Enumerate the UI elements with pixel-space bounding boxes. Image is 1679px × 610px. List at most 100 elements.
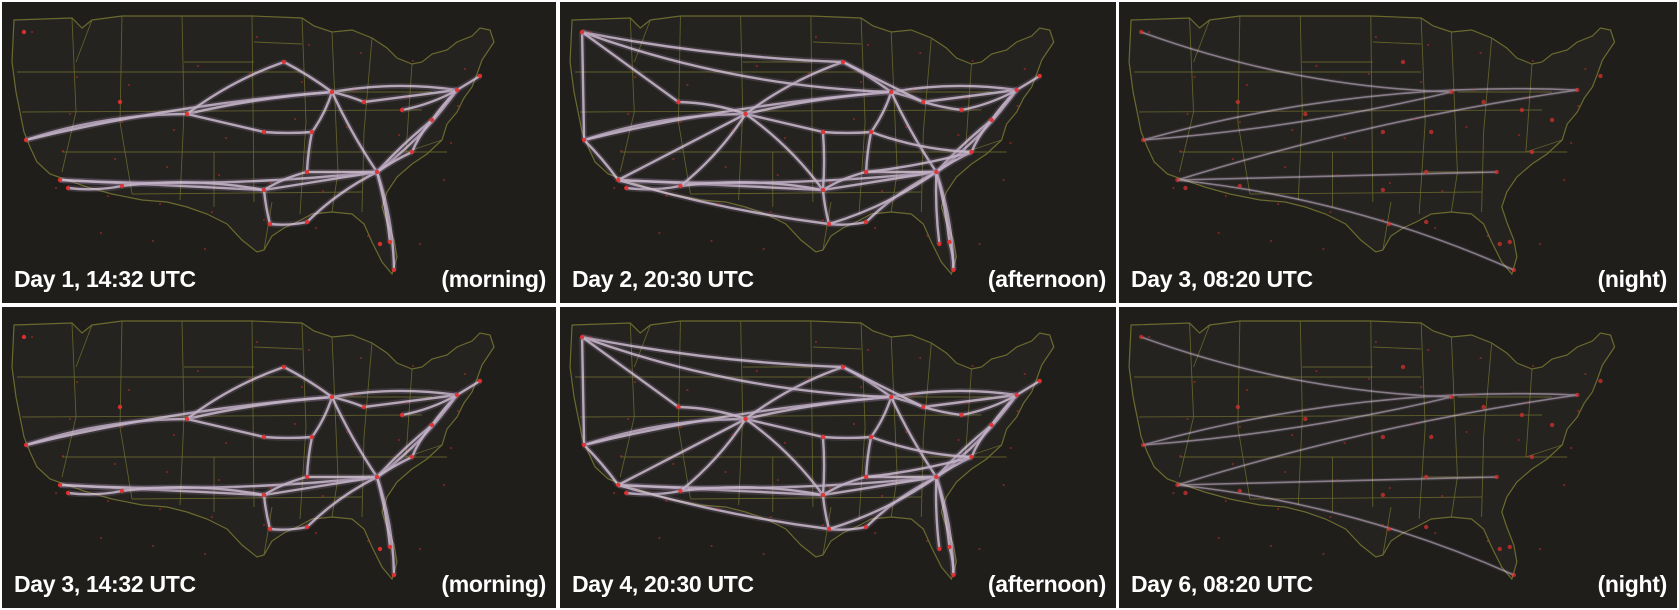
airport-dot: [293, 422, 297, 426]
flow-bundle: [822, 130, 872, 135]
flow-bundle: [970, 424, 993, 458]
flow-bundle: [1143, 396, 1452, 446]
airport-dot: [1434, 226, 1437, 230]
time-label: Day 2, 20:30 UTC: [572, 266, 754, 292]
airport-dot: [377, 546, 383, 552]
map-panel-day6-night: Day 6, 08:20 UTC (night): [1119, 307, 1677, 608]
state-border: [812, 346, 862, 350]
airport-dot: [1584, 67, 1587, 71]
airport-dot: [710, 239, 713, 243]
airport-dot: [1494, 169, 1499, 175]
airport-dot: [404, 401, 408, 405]
airport-dot: [1511, 267, 1517, 273]
flow-glow: [1176, 88, 1578, 182]
flow-bundle: [580, 31, 586, 141]
airport-dot: [1481, 404, 1486, 410]
airport-dot: [1380, 187, 1386, 193]
airport-dot: [127, 388, 131, 392]
flow-bundle: [67, 184, 123, 191]
flow-bundle: [263, 130, 313, 135]
airport-dot: [106, 194, 110, 198]
flow-bundle: [262, 189, 272, 225]
flow-bundle: [363, 393, 458, 409]
state-border: [1297, 320, 1303, 506]
airport-dot: [117, 99, 123, 105]
airport-dot: [68, 417, 72, 421]
airport-dot: [366, 234, 370, 238]
airport-dot: [463, 67, 467, 71]
airport-dot: [634, 380, 637, 384]
flow-bundle: [890, 389, 1017, 399]
airport-dot: [23, 137, 29, 143]
airport-dot: [1507, 239, 1513, 245]
airport-dot: [658, 231, 661, 235]
airport-dot: [859, 80, 863, 84]
state-border: [633, 19, 651, 63]
time-label: Day 4, 20:30 UTC: [572, 571, 754, 597]
airport-dot: [269, 181, 273, 185]
flow-glow: [1177, 170, 1497, 182]
period-label: (afternoon): [987, 571, 1106, 597]
airport-dot: [1269, 544, 1273, 548]
airport-dot: [1400, 364, 1406, 370]
flow-bundle: [822, 475, 867, 497]
airport-dot: [1486, 539, 1489, 543]
airport-dot: [1037, 73, 1042, 79]
airport-dot: [1231, 157, 1234, 161]
state-border: [119, 15, 133, 195]
airport-dot: [1231, 462, 1234, 466]
airport-dot: [1179, 149, 1182, 153]
airport-dot: [1465, 430, 1468, 434]
airport-dot: [127, 83, 131, 87]
airport-dot: [579, 29, 585, 35]
flow-bundle: [1177, 89, 1578, 181]
airport-dot: [1179, 454, 1182, 458]
period-label: (morning): [441, 571, 546, 597]
airport-dot: [1322, 247, 1325, 251]
flow-bundle: [842, 60, 924, 104]
airport-dot: [814, 35, 818, 39]
state-border: [1237, 15, 1251, 195]
airport-dot: [304, 474, 310, 480]
airport-dot: [937, 546, 942, 552]
map-panel-day3-morning: Day 3, 14:32 UTC (morning): [2, 307, 556, 608]
airport-dot: [959, 412, 964, 418]
airport-dot: [261, 129, 267, 135]
state-border: [812, 41, 862, 45]
airport-dot: [1291, 128, 1294, 132]
airport-dot: [814, 340, 818, 344]
airport-dot: [807, 377, 810, 381]
airport-dot: [30, 335, 34, 339]
airport-dot: [1217, 231, 1220, 235]
airport-dot: [345, 430, 349, 434]
flow-bundle: [935, 171, 951, 243]
flow-bundle: [263, 475, 308, 497]
flow-bundle: [935, 119, 993, 173]
airport-dot: [203, 552, 207, 556]
flow-bundle: [581, 31, 680, 103]
airport-dot: [627, 417, 630, 421]
airport-dot: [248, 377, 252, 381]
state-border: [1372, 41, 1422, 45]
airport-dot: [1429, 129, 1434, 135]
airport-dot: [30, 30, 34, 34]
flow-glow: [1143, 395, 1452, 447]
airport-dot: [743, 111, 748, 117]
airport-dot: [1374, 35, 1377, 39]
state-border: [179, 15, 185, 201]
airport-dot: [196, 64, 200, 68]
airport-dot: [1237, 183, 1243, 189]
airport-dot: [1148, 335, 1151, 339]
flow-bundle: [744, 113, 824, 191]
airport-dot: [1023, 372, 1026, 376]
us-flight-map: [1128, 15, 1616, 276]
airport-dot: [1140, 137, 1146, 143]
airport-dot: [964, 96, 967, 100]
flow-bundle: [1177, 484, 1515, 576]
airport-dot: [672, 157, 675, 161]
airport-dot: [1329, 210, 1332, 214]
airport-dot: [1494, 474, 1499, 480]
airport-dot: [634, 75, 637, 79]
state-border: [580, 414, 982, 418]
airport-dot: [1009, 446, 1012, 450]
